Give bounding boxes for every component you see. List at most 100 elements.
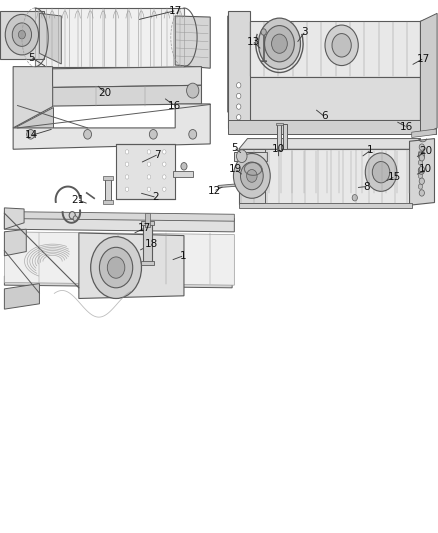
Polygon shape: [0, 11, 44, 59]
Circle shape: [237, 115, 241, 120]
Polygon shape: [410, 139, 434, 205]
Circle shape: [187, 83, 199, 98]
Circle shape: [332, 34, 351, 57]
Circle shape: [147, 162, 151, 166]
Circle shape: [237, 150, 247, 163]
Text: 17: 17: [169, 6, 182, 15]
Text: 19: 19: [229, 165, 242, 174]
Circle shape: [418, 167, 424, 174]
Polygon shape: [228, 120, 436, 134]
Circle shape: [265, 26, 294, 62]
Bar: [143, 224, 152, 264]
Text: 3: 3: [301, 27, 308, 37]
Text: 18: 18: [145, 239, 158, 249]
Circle shape: [418, 151, 423, 156]
Polygon shape: [420, 13, 437, 136]
Circle shape: [147, 175, 151, 179]
Circle shape: [99, 247, 133, 288]
Circle shape: [418, 160, 423, 165]
Polygon shape: [4, 284, 39, 309]
Polygon shape: [239, 139, 420, 149]
Polygon shape: [239, 149, 265, 203]
Polygon shape: [116, 144, 175, 199]
Polygon shape: [412, 139, 420, 204]
Text: 14: 14: [25, 131, 38, 140]
Circle shape: [162, 150, 166, 154]
Circle shape: [419, 155, 424, 161]
Polygon shape: [239, 149, 412, 204]
Circle shape: [237, 83, 241, 88]
Polygon shape: [4, 208, 24, 229]
Circle shape: [69, 212, 75, 219]
Bar: [276, 123, 283, 125]
Text: 10: 10: [419, 165, 432, 174]
Text: 10: 10: [272, 144, 285, 154]
Circle shape: [419, 190, 424, 196]
Polygon shape: [410, 147, 431, 197]
Circle shape: [181, 163, 187, 170]
Polygon shape: [267, 150, 412, 195]
Text: 8: 8: [363, 182, 370, 191]
Polygon shape: [18, 67, 201, 88]
Bar: [103, 176, 113, 180]
Text: 21: 21: [71, 195, 85, 205]
Text: 6: 6: [321, 111, 328, 121]
Polygon shape: [18, 85, 201, 107]
Polygon shape: [346, 194, 412, 201]
Circle shape: [237, 104, 241, 109]
Circle shape: [147, 150, 151, 154]
Circle shape: [272, 34, 287, 53]
Circle shape: [27, 130, 35, 139]
Circle shape: [365, 153, 397, 191]
Text: 16: 16: [400, 122, 413, 132]
Polygon shape: [218, 181, 267, 188]
Circle shape: [73, 216, 78, 221]
Polygon shape: [412, 129, 436, 138]
Circle shape: [325, 25, 358, 66]
Text: 17: 17: [138, 223, 151, 233]
Bar: [103, 200, 113, 204]
Polygon shape: [175, 16, 210, 68]
Polygon shape: [79, 233, 184, 298]
Bar: [277, 124, 281, 150]
Circle shape: [125, 162, 129, 166]
Circle shape: [419, 178, 424, 184]
Polygon shape: [35, 8, 184, 67]
Circle shape: [419, 166, 424, 173]
Circle shape: [18, 30, 25, 39]
Circle shape: [418, 152, 424, 159]
Polygon shape: [4, 216, 234, 232]
Text: 2: 2: [152, 192, 159, 202]
Circle shape: [107, 257, 125, 278]
Polygon shape: [13, 107, 53, 128]
Text: 1: 1: [367, 146, 374, 155]
Circle shape: [240, 162, 263, 190]
Circle shape: [258, 18, 300, 69]
Bar: [145, 213, 150, 227]
Text: 15: 15: [388, 172, 401, 182]
Circle shape: [162, 162, 166, 166]
Text: 7: 7: [154, 150, 161, 159]
Bar: [283, 124, 287, 149]
Text: 13: 13: [247, 37, 260, 46]
Circle shape: [84, 130, 92, 139]
Polygon shape: [239, 203, 412, 208]
Polygon shape: [173, 171, 193, 177]
Bar: [141, 261, 154, 265]
Text: 5: 5: [231, 143, 238, 153]
Circle shape: [149, 130, 157, 139]
Circle shape: [125, 150, 129, 154]
Circle shape: [5, 14, 39, 55]
Circle shape: [147, 187, 151, 191]
Polygon shape: [13, 67, 53, 128]
Polygon shape: [243, 21, 420, 77]
Circle shape: [419, 144, 424, 150]
Text: 17: 17: [417, 54, 430, 63]
Text: 20: 20: [99, 88, 112, 98]
Polygon shape: [4, 229, 26, 256]
Text: 12: 12: [208, 186, 221, 196]
Polygon shape: [39, 13, 61, 64]
Polygon shape: [380, 177, 384, 201]
Polygon shape: [237, 152, 272, 160]
Polygon shape: [4, 276, 232, 288]
